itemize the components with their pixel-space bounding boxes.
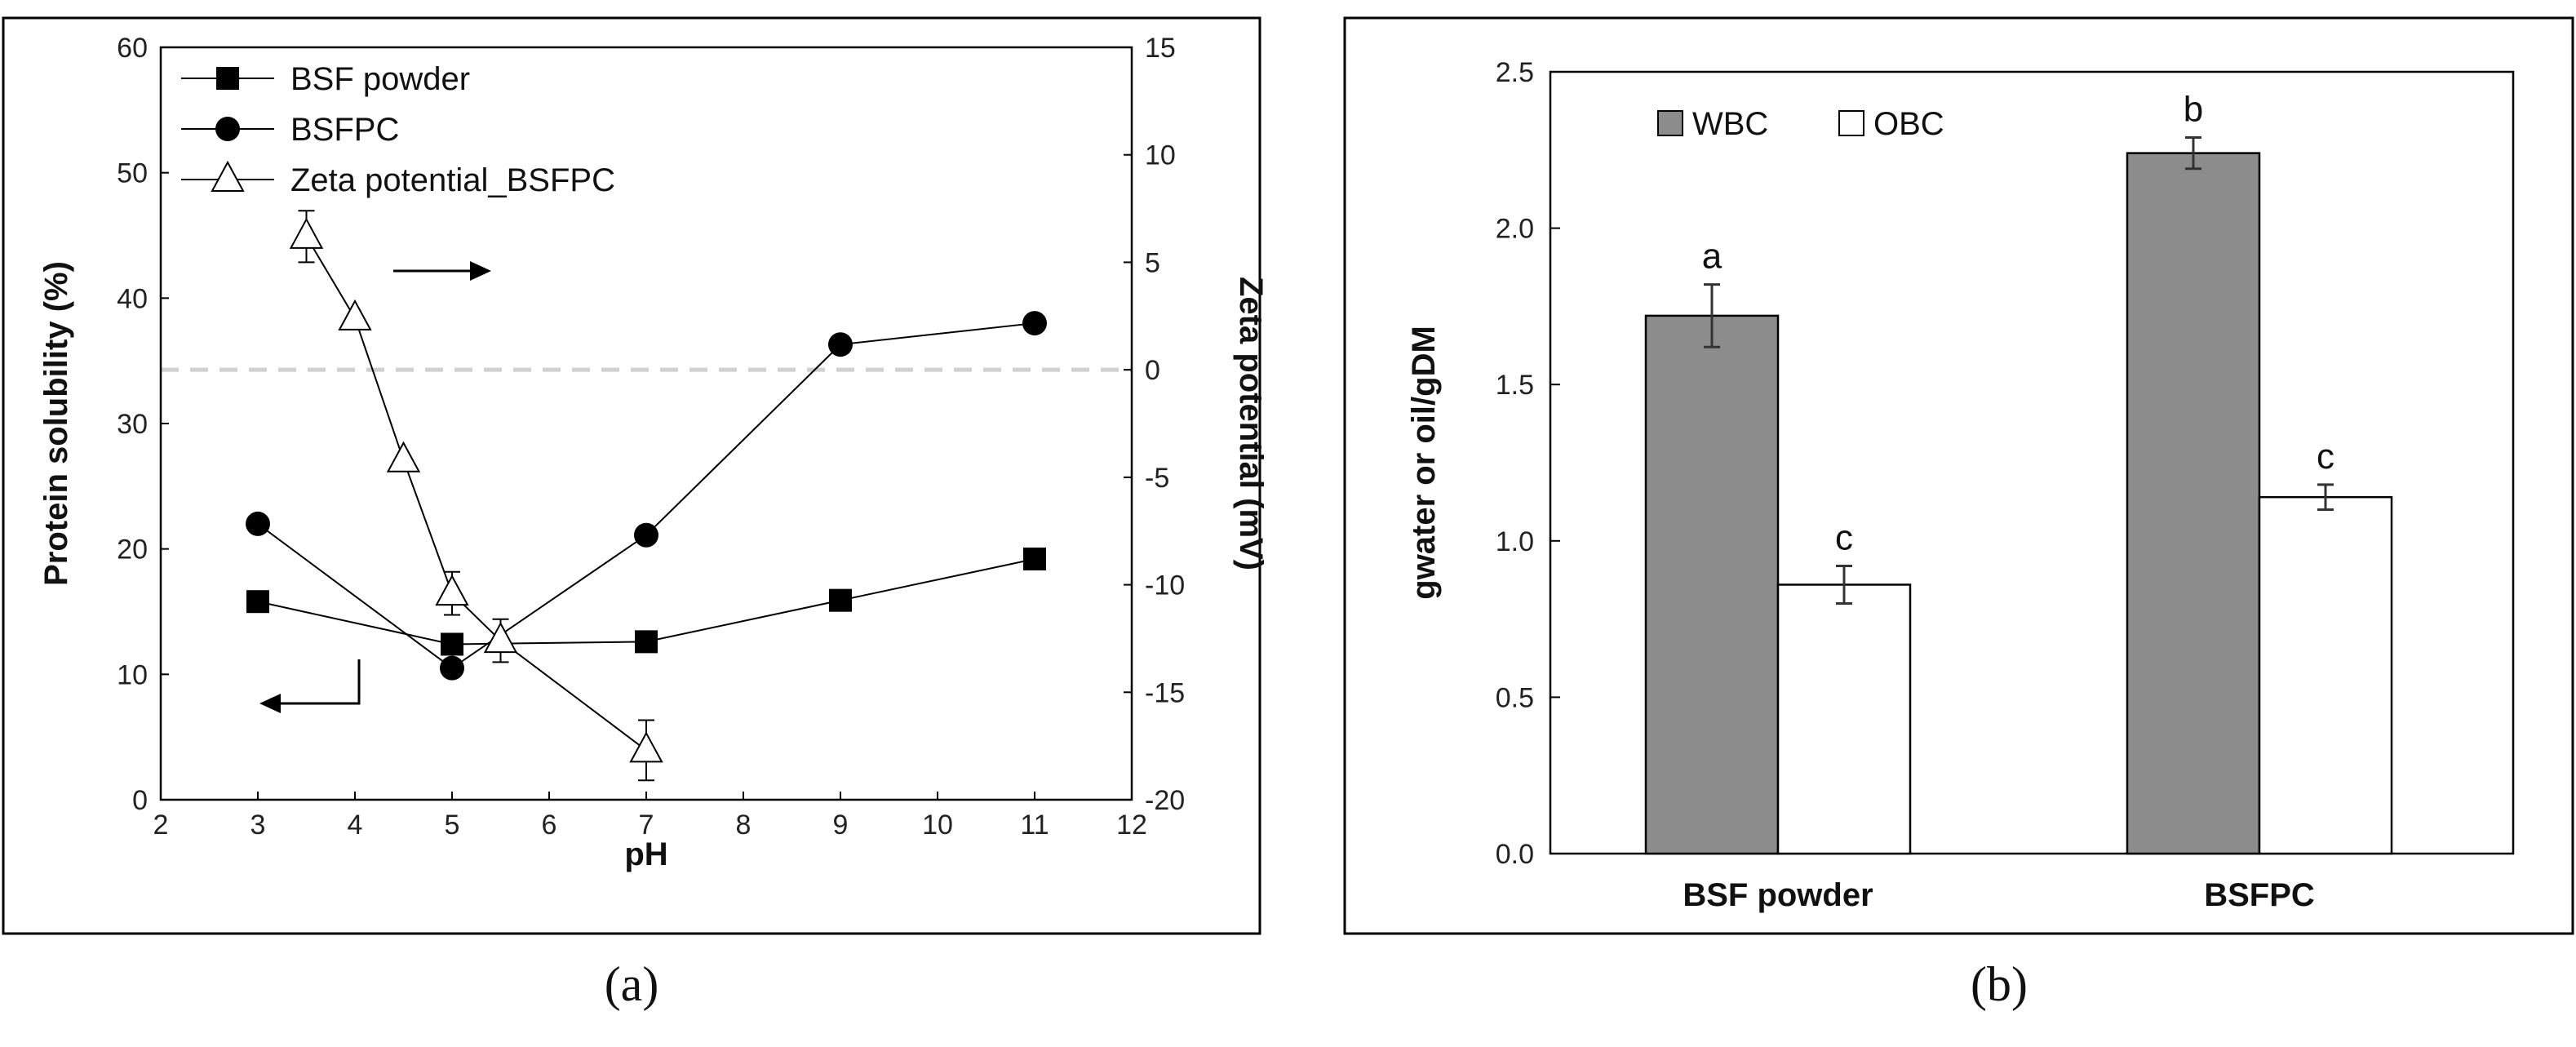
x-tick-label: 3: [251, 810, 266, 841]
data-point: [386, 441, 421, 472]
legend-marker: [216, 67, 239, 90]
y2-tick-label: -5: [1145, 463, 1169, 494]
y2-tick-label: 15: [1145, 33, 1176, 64]
panel-a-frame: [2, 16, 1261, 935]
panel-b-legend: WBC OBC: [1657, 106, 1944, 142]
y2-tick-label: -10: [1145, 570, 1185, 601]
x-tick-label: 5: [445, 810, 460, 841]
data-point: [1023, 547, 1046, 570]
y2-tick-label: 5: [1145, 247, 1160, 278]
panel-a-plot-frame: [159, 46, 1133, 801]
y-tick-label: 2.0: [1496, 214, 1534, 245]
x-tick-label: 2: [153, 810, 169, 841]
bar-wbc: [2126, 152, 2261, 855]
data-point: [440, 655, 464, 681]
legend-label: BSFPC: [290, 112, 399, 148]
data-point: [629, 731, 663, 763]
panel-a-series: [246, 210, 1047, 782]
y-tick-label: 1.0: [1496, 526, 1534, 557]
y-tick-label: 60: [117, 33, 148, 64]
series-line-2: [305, 236, 647, 752]
x-tick-label: 11: [1020, 810, 1049, 841]
left-axis-arrowhead: [259, 694, 281, 713]
data-point: [289, 217, 324, 249]
x-tick-label: 10: [922, 810, 953, 841]
panel-b: 0.0 0.5 1.0 1.5 2.0 2.5 BSF powder a c BSFPC b c W…: [1343, 16, 2574, 1011]
panel-b-y-axis-title: gwater or oil/gDM: [1406, 326, 1442, 600]
data-point: [829, 588, 852, 612]
bar-obc: [1776, 583, 1912, 855]
y2-tick-label: 0: [1145, 355, 1160, 386]
legend-swatch: [1657, 110, 1683, 136]
data-point: [246, 511, 270, 536]
y-tick-label: 50: [117, 158, 148, 189]
y-tick-label: 2.5: [1496, 57, 1534, 88]
category-label: BSF powder: [1683, 877, 1873, 913]
legend-label: BSF powder: [290, 61, 470, 97]
bar-wbc: [1644, 314, 1780, 855]
legend-label: OBC: [1873, 106, 1944, 142]
y-tick-label: 0.0: [1496, 839, 1534, 870]
data-point: [828, 332, 853, 357]
y-tick-label: 20: [117, 535, 148, 566]
panel-a-ticks: 2 3 4 5 6 7 8 9 10 11 12 0 10 20 30 40 50 60 -20 -15 -10 -5 0 5…: [117, 33, 1185, 841]
x-tick-label: 8: [736, 810, 752, 841]
y-tick-label: 40: [117, 283, 148, 314]
x-tick-label: 12: [1116, 810, 1147, 841]
x-tick-label: 4: [348, 810, 363, 841]
data-point: [246, 590, 269, 614]
x-tick-label: 6: [542, 810, 557, 841]
data-point: [441, 632, 463, 656]
data-point: [483, 621, 518, 654]
data-point: [338, 299, 372, 331]
panel-b-bars: BSF powder a c BSFPC b c: [1644, 89, 2393, 913]
data-point: [635, 630, 658, 654]
significance-letter: b: [2184, 89, 2203, 129]
data-point: [435, 575, 469, 606]
panel-b-frame: [1343, 16, 2574, 935]
panel-a-x-axis-title: pH: [624, 836, 667, 872]
legend-label: WBC: [1692, 106, 1768, 142]
y2-tick-label: 10: [1145, 140, 1176, 171]
panel-a-y2-axis-title: Zeta potential (mV): [1233, 277, 1269, 570]
significance-letter: c: [1835, 517, 1853, 557]
y2-tick-label: -20: [1145, 785, 1185, 816]
panel-a-arrows: [259, 261, 491, 713]
legend-marker: [211, 160, 245, 192]
y-tick-label: 10: [117, 659, 148, 690]
y-tick-label: 0.5: [1496, 682, 1534, 713]
panel-a-y-axis-title: Protein solubility (%): [38, 261, 74, 586]
y-tick-label: 30: [117, 409, 148, 440]
data-point: [634, 522, 658, 548]
legend-marker: [215, 117, 240, 141]
panel-a-caption: (a): [605, 957, 659, 1011]
left-axis-arrow: [279, 659, 361, 705]
right-axis-arrowhead: [470, 261, 491, 281]
bar-obc: [2258, 495, 2393, 855]
y2-tick-label: -15: [1145, 677, 1185, 708]
panel-a: 2 3 4 5 6 7 8 9 10 11 12 0 10 20 30 40 50 60 -20 -15 -10 -5 0 5…: [2, 16, 1269, 1011]
x-tick-label: 7: [639, 810, 654, 841]
panel-a-legend: BSF powder BSFPC Zeta potential_BSFPC: [181, 61, 615, 198]
x-tick-label: 9: [833, 810, 849, 841]
legend-swatch: [1838, 110, 1864, 136]
legend-label: Zeta potential_BSFPC: [290, 162, 615, 198]
data-point: [1022, 311, 1047, 336]
significance-letter: a: [1702, 237, 1723, 277]
significance-letter: c: [2317, 437, 2334, 477]
y-tick-label: 0: [132, 785, 148, 816]
panel-b-ticks: 0.0 0.5 1.0 1.5 2.0 2.5: [1496, 57, 1560, 870]
y-tick-label: 1.5: [1496, 370, 1534, 401]
panel-b-plot-frame: [1549, 70, 2515, 855]
category-label: BSFPC: [2204, 877, 2315, 913]
panel-b-caption: (b): [1971, 957, 2028, 1011]
